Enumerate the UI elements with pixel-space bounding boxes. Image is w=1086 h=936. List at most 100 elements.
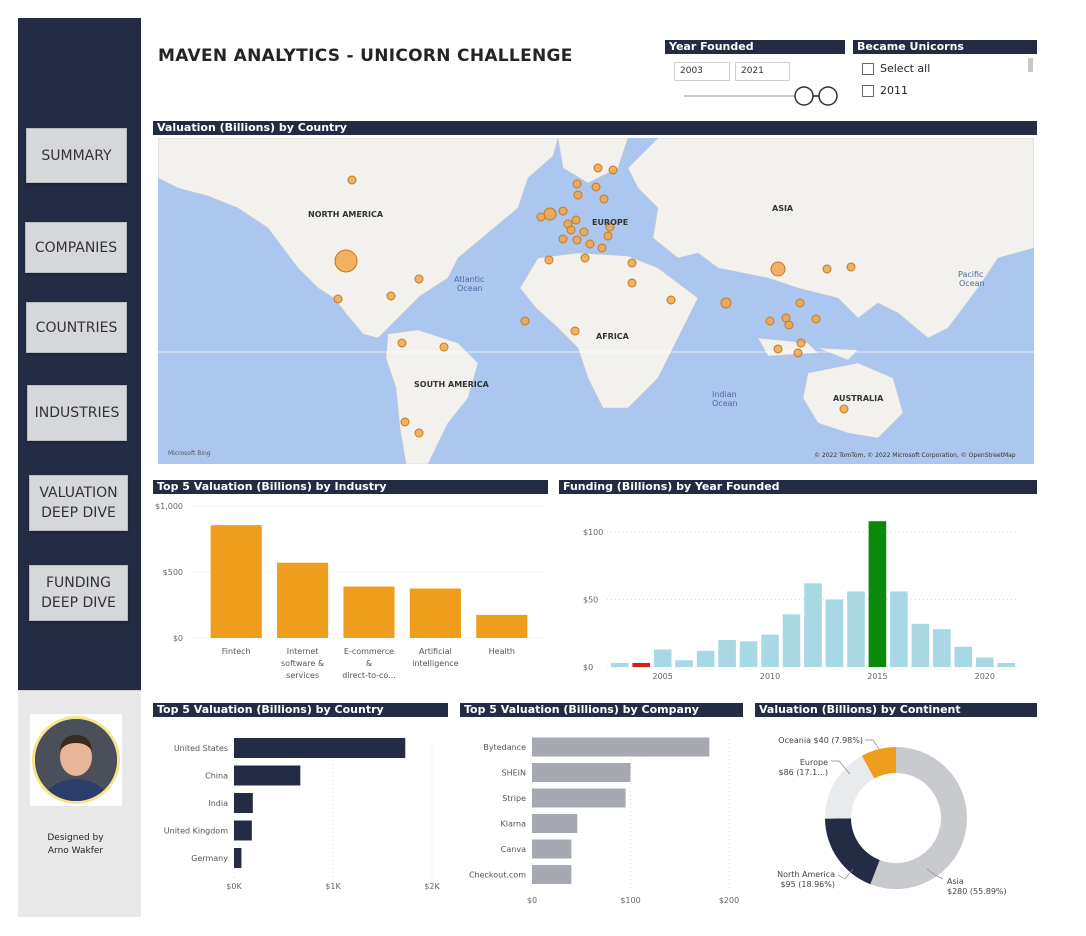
donut-slice[interactable] [861,747,896,779]
funding-bar[interactable] [761,634,779,667]
company-bar[interactable] [532,839,572,859]
nav-summary-button[interactable]: SUMMARY [26,128,127,183]
country-bubble[interactable] [795,298,805,308]
funding-bar[interactable] [675,660,693,667]
country-bubble[interactable] [572,179,582,189]
country-bubble[interactable] [811,314,821,324]
country-bubble[interactable] [544,255,554,265]
country-bubble[interactable] [571,215,581,225]
checkbox[interactable] [862,84,874,97]
country-bubble[interactable] [591,182,601,192]
country-bubble[interactable] [386,291,396,301]
funding-bar[interactable] [933,629,951,667]
donut-slice[interactable] [870,747,968,889]
country-bubble[interactable] [796,338,806,348]
funding-bar[interactable] [825,599,844,668]
country-bubble[interactable] [605,222,615,232]
country-bubble[interactable] [558,206,568,216]
country-bubble[interactable] [543,207,557,221]
world-map[interactable]: NORTH AMERICA EUROPE ASIA AFRICA SOUTH A… [158,138,1034,464]
country-bubble[interactable] [765,316,775,326]
donut-slice[interactable] [825,818,880,885]
country-bubble[interactable] [839,404,849,414]
country-bubble[interactable] [608,165,618,175]
country-bubble[interactable] [333,294,343,304]
company-bar[interactable] [532,865,572,884]
country-bubble[interactable] [822,264,832,274]
funding-bar[interactable] [868,521,887,667]
year-to-input[interactable]: 2021 [735,62,790,81]
funding-bar[interactable] [632,662,651,667]
country-bubble[interactable] [414,274,424,284]
checkbox[interactable] [862,62,874,75]
funding-bar[interactable] [975,657,994,667]
country-bubble[interactable] [627,278,637,288]
industry-bar[interactable] [409,588,461,639]
slider-handle-end[interactable] [818,86,838,106]
industry-bar[interactable] [343,586,395,638]
funding-bar[interactable] [997,662,1016,667]
country-bubble[interactable] [666,295,676,305]
funding-bar[interactable] [911,623,930,667]
country-bubble[interactable] [599,194,609,204]
year-range-slider[interactable] [680,84,842,108]
slicer-item-select-all[interactable]: Select all [862,62,930,75]
funding-bar[interactable] [696,650,715,667]
country-bubble[interactable] [572,235,582,245]
nav-industries-button[interactable]: INDUSTRIES [27,385,127,441]
country-bubble[interactable] [347,175,357,185]
country-bubble[interactable] [846,262,856,272]
funding-bar[interactable] [610,662,629,667]
funding-bar[interactable] [890,591,908,667]
country-bar[interactable] [234,793,253,813]
country-bubble[interactable] [520,316,530,326]
nav-funding-deep-dive-button[interactable]: FUNDING DEEP DIVE [29,565,128,621]
company-bar[interactable] [532,763,631,782]
country-bubble[interactable] [585,239,595,249]
country-bubble[interactable] [593,163,603,173]
slicer-item-2011[interactable]: 2011 [862,84,908,97]
slider-handle-start[interactable] [794,86,814,106]
country-bubble[interactable] [793,348,803,358]
country-bubble[interactable] [400,417,410,427]
funding-bar[interactable] [718,640,736,667]
company-bar[interactable] [532,788,626,808]
industry-bar[interactable] [476,614,528,638]
country-bubble[interactable] [603,231,613,241]
funding-bar[interactable] [804,583,822,667]
country-bubble[interactable] [558,234,568,244]
country-bubble[interactable] [784,320,794,330]
country-bar[interactable] [234,738,406,758]
country-bubble[interactable] [720,297,732,309]
country-bubble[interactable] [536,212,546,222]
country-bubble[interactable] [439,342,449,352]
nav-countries-button[interactable]: COUNTRIES [26,302,127,353]
funding-bar[interactable] [847,591,865,667]
country-bubble[interactable] [570,326,580,336]
nav-valuation-deep-dive-button[interactable]: VALUATION DEEP DIVE [29,475,128,531]
country-bubble[interactable] [627,258,637,268]
country-bubble[interactable] [597,243,607,253]
industry-bar[interactable] [210,525,262,638]
country-bubble[interactable] [566,225,576,235]
country-bubble[interactable] [334,249,358,273]
company-bar[interactable] [532,737,710,757]
funding-bar[interactable] [739,641,758,667]
country-bubble[interactable] [579,227,589,237]
nav-companies-button[interactable]: COMPANIES [25,222,127,273]
country-bar[interactable] [234,765,301,786]
donut-slice[interactable] [825,755,875,819]
industry-bar[interactable] [277,562,329,638]
country-bubble[interactable] [770,261,786,277]
slicer-scrollbar[interactable] [1028,58,1033,72]
funding-bar[interactable] [954,646,973,667]
funding-bar[interactable] [782,614,801,667]
country-bubble[interactable] [397,338,407,348]
country-bubble[interactable] [414,428,424,438]
country-bar[interactable] [234,848,242,868]
year-from-input[interactable]: 2003 [674,62,730,81]
country-bar[interactable] [234,820,252,841]
country-bubble[interactable] [773,344,783,354]
company-bar[interactable] [532,814,578,833]
country-bubble[interactable] [573,190,583,200]
